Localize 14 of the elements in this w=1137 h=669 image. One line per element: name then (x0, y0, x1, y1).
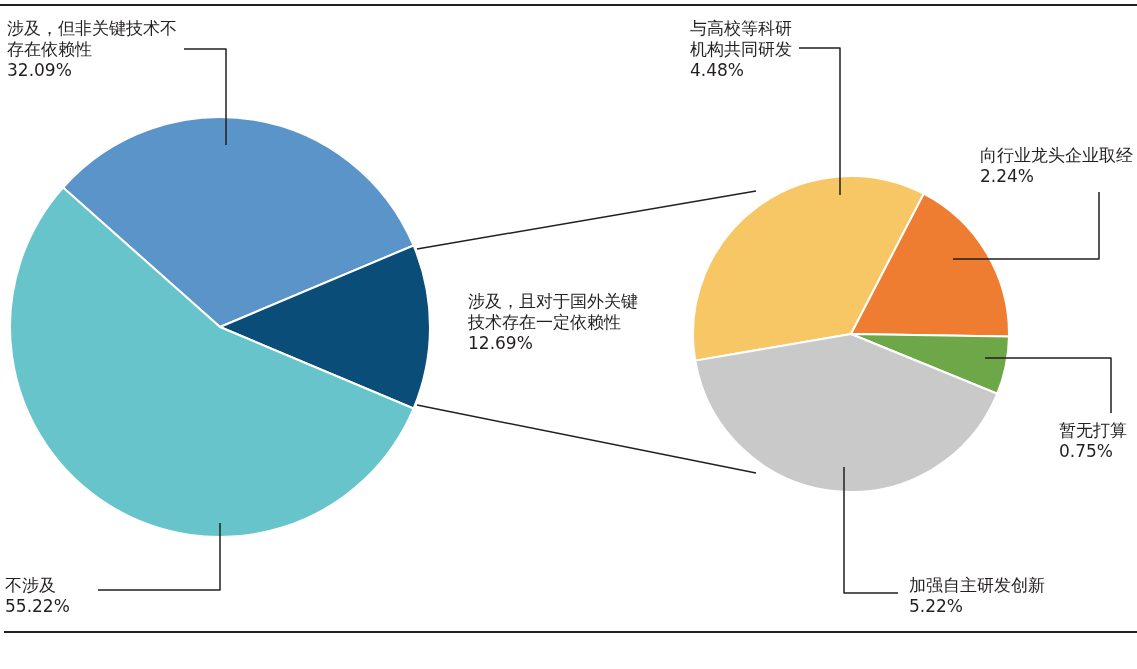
slice-label: 涉及，且对于国外关键技术存在一定依赖性 (467, 291, 638, 333)
data-label: 5.22% (909, 596, 964, 617)
slice-label: 向行业龙头企业取经 (980, 145, 1133, 166)
data-label: 0.75% (1059, 441, 1114, 462)
slice-label: 与高校等科研机构共同研发 (690, 18, 792, 60)
slice-label: 加强自主研发创新 (909, 575, 1045, 596)
data-label: 55.22% (5, 596, 70, 617)
data-label: 12.69% (468, 333, 533, 354)
data-label: 4.48% (690, 60, 745, 81)
data-label: 32.09% (7, 60, 72, 81)
data-label: 2.24% (980, 166, 1035, 187)
slice-label: 涉及，但非关键技术不存在依赖性 (7, 18, 177, 60)
slice-label: 暂无打算 (1059, 420, 1127, 441)
slice-label: 不涉及 (5, 575, 56, 596)
